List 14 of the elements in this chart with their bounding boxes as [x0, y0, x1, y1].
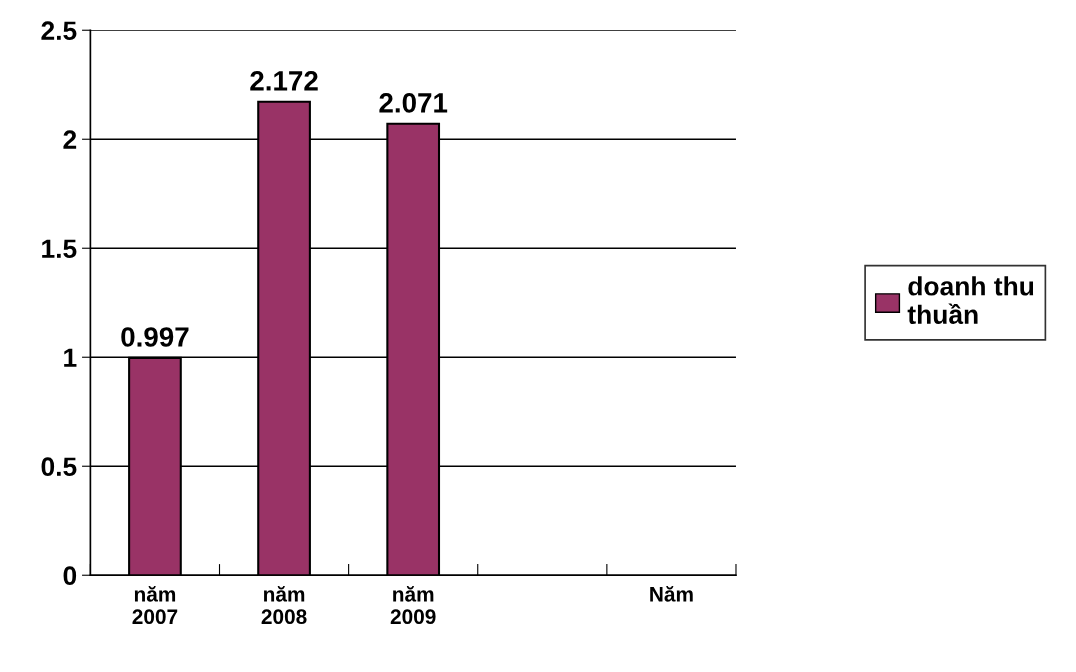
data-label: 2.071: [379, 93, 448, 113]
y-tick-label: 1: [64, 348, 77, 367]
y-tick-label: 0: [63, 566, 77, 586]
y-tick-label: 1.5: [42, 239, 77, 259]
x-tick-label: năm 2008: [261, 586, 307, 625]
x-tick-label: năm 2007: [132, 586, 178, 625]
x-tick-label: Năm: [650, 586, 693, 602]
y-tick-label: 2: [63, 130, 77, 149]
x-tick-label: năm 2009: [390, 586, 436, 625]
data-label: 2.172: [250, 71, 318, 91]
y-tick-label: 2.5: [41, 21, 77, 41]
data-label: 0.997: [121, 327, 189, 347]
legend-label: doanh thu thuần: [907, 276, 1034, 325]
y-tick-label: 0.5: [41, 457, 77, 477]
